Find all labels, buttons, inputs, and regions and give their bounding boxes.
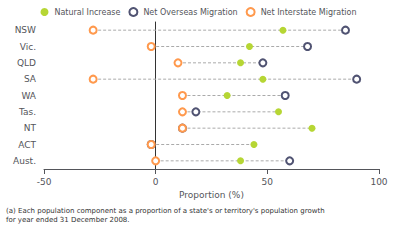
svg-text:-50: -50 — [37, 177, 52, 187]
svg-text:Proportion (%): Proportion (%) — [179, 190, 244, 200]
svg-text:0: 0 — [153, 177, 159, 187]
svg-text:Tas.: Tas. — [18, 107, 36, 117]
svg-text:(a) Each population component: (a) Each population component as a propo… — [6, 207, 325, 215]
svg-text:50: 50 — [262, 177, 274, 187]
svg-text:Natural Increase: Natural Increase — [54, 8, 120, 17]
svg-text:WA: WA — [21, 91, 36, 101]
svg-text:NT: NT — [24, 123, 37, 133]
svg-text:Net Overseas Migration: Net Overseas Migration — [143, 8, 237, 17]
svg-text:ACT: ACT — [18, 140, 36, 150]
svg-text:NSW: NSW — [15, 25, 36, 35]
svg-text:Vic.: Vic. — [20, 42, 36, 52]
svg-text:Aust.: Aust. — [13, 156, 36, 166]
svg-text:for year ended 31 December 200: for year ended 31 December 2008. — [6, 216, 130, 224]
svg-text:100: 100 — [370, 177, 387, 187]
svg-text:SA: SA — [24, 74, 37, 84]
svg-text:QLD: QLD — [17, 58, 36, 68]
svg-text:Net Interstate Migration: Net Interstate Migration — [261, 8, 357, 17]
